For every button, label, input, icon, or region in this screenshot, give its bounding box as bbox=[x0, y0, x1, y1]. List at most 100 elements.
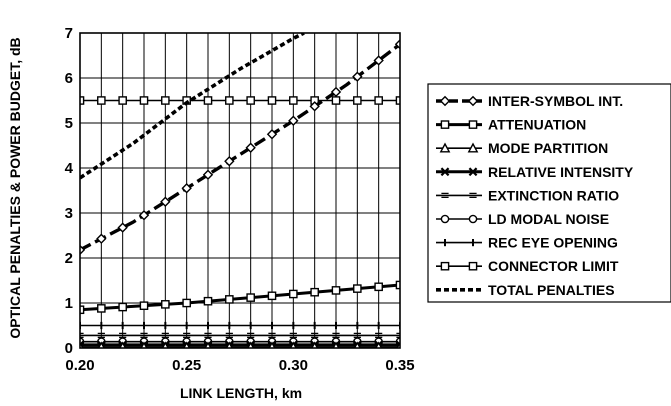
data-point bbox=[374, 282, 383, 292]
legend-item-inter-symbol-int: INTER-SYMBOL INT. bbox=[436, 93, 623, 109]
legend-label: TOTAL PENALTIES bbox=[488, 282, 615, 298]
y-tick-label: 5 bbox=[65, 115, 73, 132]
data-point bbox=[268, 332, 276, 338]
data-point bbox=[161, 341, 169, 348]
legend-label: MODE PARTITION bbox=[488, 140, 608, 156]
legend-marker bbox=[440, 167, 450, 177]
data-point bbox=[138, 210, 150, 221]
legend-marker bbox=[469, 192, 477, 198]
data-point bbox=[182, 298, 191, 308]
legend-item-extinction-ratio: EXTINCTION RATIO bbox=[436, 187, 619, 203]
data-point bbox=[224, 156, 235, 167]
legend: INTER-SYMBOL INT. ATTENUATION MODE PARTITI… bbox=[427, 83, 671, 303]
legend-label: LD MODAL NOISE bbox=[488, 211, 609, 227]
data-point bbox=[246, 293, 255, 302]
legend-item-attenuation: ATTENUATION bbox=[436, 117, 586, 133]
data-point bbox=[97, 304, 106, 313]
x-tick-label: 0.25 bbox=[172, 357, 201, 374]
data-point bbox=[311, 341, 319, 348]
data-point bbox=[289, 96, 298, 105]
data-point bbox=[181, 183, 192, 194]
data-point bbox=[140, 341, 148, 348]
legend-marker bbox=[468, 120, 478, 129]
legend-item-rec-eye-opening: REC EYE OPENING bbox=[436, 235, 618, 251]
data-point bbox=[119, 332, 127, 338]
data-point bbox=[268, 341, 276, 348]
data-point bbox=[289, 332, 297, 338]
series-line bbox=[80, 33, 305, 180]
data-point bbox=[352, 71, 363, 82]
data-point bbox=[266, 129, 278, 140]
data-point bbox=[118, 96, 127, 105]
data-point bbox=[161, 300, 170, 309]
legend-marker bbox=[440, 261, 450, 271]
data-point bbox=[375, 341, 383, 348]
y-axis-label: OPTICAL PENALTIES & POWER BUDGET, dB bbox=[7, 37, 23, 338]
data-point bbox=[225, 295, 234, 304]
data-point bbox=[247, 341, 255, 348]
plot-frame bbox=[79, 32, 401, 349]
legend-marker bbox=[468, 214, 478, 224]
data-point bbox=[183, 341, 191, 348]
data-point bbox=[309, 101, 320, 112]
data-point bbox=[203, 296, 213, 306]
axis-ticks: 0.20 0.25 0.30 0.35 0 1 2 3 4 5 6 7 bbox=[65, 25, 415, 374]
legend-item-mode-partition: MODE PARTITION bbox=[436, 140, 608, 156]
y-tick-label: 1 bbox=[65, 295, 73, 312]
series-mode-partition bbox=[80, 341, 400, 348]
y-tick-label: 7 bbox=[65, 25, 73, 42]
x-tick-label: 0.30 bbox=[279, 357, 308, 374]
legend-marker bbox=[467, 95, 479, 107]
data-point bbox=[267, 96, 277, 105]
data-point bbox=[203, 96, 213, 105]
series-total-penalties bbox=[80, 33, 305, 180]
legend-item-total-penalties: TOTAL PENALTIES bbox=[436, 282, 615, 298]
legend-marker bbox=[468, 261, 478, 271]
data-point bbox=[289, 341, 297, 348]
data-point bbox=[288, 115, 299, 126]
data-point bbox=[373, 55, 384, 66]
data-point bbox=[247, 332, 255, 338]
data-point bbox=[246, 96, 255, 105]
data-point bbox=[96, 233, 107, 244]
data-point bbox=[353, 96, 362, 105]
data-point bbox=[204, 341, 212, 348]
data-point bbox=[310, 287, 319, 297]
legend-marker bbox=[468, 167, 478, 177]
legend-item-ld-modal-noise: LD MODAL NOISE bbox=[436, 211, 609, 227]
legend-label: EXTINCTION RATIO bbox=[488, 187, 619, 203]
data-point bbox=[267, 291, 277, 301]
series-connector-limit bbox=[80, 96, 400, 105]
x-tick-label: 0.35 bbox=[385, 357, 414, 374]
legend-marker bbox=[467, 142, 479, 153]
data-point bbox=[394, 39, 400, 50]
legend-marker bbox=[441, 192, 449, 198]
legend-marker bbox=[439, 95, 451, 107]
legend-label: REC EYE OPENING bbox=[488, 235, 618, 251]
data-point bbox=[332, 341, 340, 348]
y-tick-label: 2 bbox=[65, 250, 73, 267]
data-point bbox=[353, 341, 361, 348]
data-point bbox=[161, 332, 169, 338]
data-point bbox=[330, 86, 342, 98]
data-point bbox=[289, 289, 298, 299]
series-inter-symbol-int bbox=[80, 39, 400, 256]
data-point bbox=[353, 284, 362, 293]
data-point bbox=[225, 332, 233, 338]
y-tick-label: 4 bbox=[65, 160, 74, 177]
data-point bbox=[375, 332, 383, 338]
data-point bbox=[80, 332, 84, 338]
legend-label: ATTENUATION bbox=[488, 117, 586, 133]
y-tick-label: 0 bbox=[65, 340, 73, 357]
data-point bbox=[80, 244, 86, 256]
data-point bbox=[160, 196, 171, 207]
data-point bbox=[374, 96, 383, 105]
data-point bbox=[204, 332, 212, 338]
x-axis-label: LINK LENGTH, km bbox=[180, 385, 302, 401]
legend-label: RELATIVE INTENSITY bbox=[488, 164, 634, 180]
y-tick-label: 3 bbox=[65, 205, 73, 222]
data-point bbox=[225, 341, 233, 348]
legend-item-relative-intensity: RELATIVE INTENSITY bbox=[436, 164, 634, 180]
data-point bbox=[139, 301, 149, 311]
data-point bbox=[245, 142, 256, 153]
